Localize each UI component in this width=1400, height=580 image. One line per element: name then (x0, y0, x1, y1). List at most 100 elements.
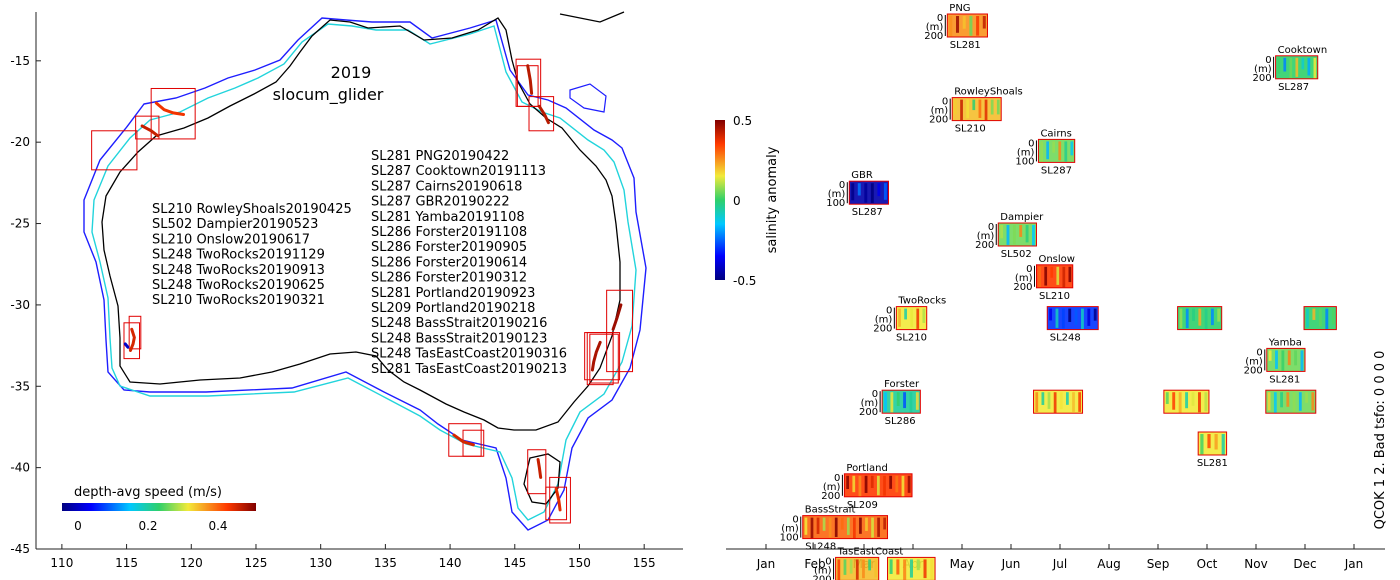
depth-tick-max: 200 (1244, 365, 1263, 376)
section-glider-label: SL210 (1039, 291, 1070, 302)
section-border (1163, 389, 1210, 414)
deployment-entry: SL281 Yamba20191108 (371, 210, 525, 225)
glider-track (123, 342, 130, 349)
section-streak (1217, 308, 1221, 322)
deployment-box (586, 332, 614, 386)
depth-tick-max: 100 (826, 198, 845, 209)
month-tick-label: Aug (1097, 557, 1120, 571)
section-streak (855, 559, 859, 580)
section-site-label: RowleyShoals (954, 87, 1023, 98)
section-streak (895, 475, 899, 493)
section-streak (857, 183, 861, 196)
section-streak (1289, 57, 1293, 78)
section-site-label: Cooktown (1278, 45, 1328, 56)
section-fill (952, 97, 1002, 121)
section-streak (804, 517, 808, 535)
month-tick-label: Jul (1052, 557, 1067, 571)
section-streak (1050, 266, 1054, 278)
depth-tick-max: 200 (873, 324, 892, 335)
qc-label: QCOK 1 2. Bad tsfo: 0 0 0 0 (1373, 351, 1388, 530)
section-streak (868, 559, 871, 571)
section-streak (1300, 350, 1304, 371)
depth-unit-label: (m) (926, 22, 944, 33)
deployment-entry: SL281 TasEastCoast20190213 (371, 362, 567, 377)
map-x-tick-label: 145 (503, 556, 526, 570)
section-border (946, 13, 988, 38)
section-streak (1298, 392, 1302, 411)
section-streak (1055, 308, 1059, 328)
glider-track (554, 487, 562, 512)
section-streak (896, 392, 900, 406)
section-streak (909, 559, 913, 578)
section-streak (1301, 57, 1305, 70)
section-streak (1295, 57, 1299, 77)
depth-tick-top: 0 (834, 473, 840, 484)
section-streak (1061, 308, 1065, 329)
month-tick-label: May (950, 557, 975, 571)
glider-tracks (123, 64, 623, 512)
section-streak (890, 392, 894, 413)
section-streak (846, 475, 850, 489)
section-streak (1207, 434, 1211, 449)
section-streak (1165, 392, 1169, 404)
section-streak (1062, 266, 1066, 288)
section-border (895, 306, 928, 331)
section-border (1046, 306, 1099, 331)
section-streak (1093, 308, 1097, 321)
section-border (1033, 389, 1084, 414)
section-glider-label: SL248 (1050, 333, 1081, 344)
speed-colorbar-label: depth-avg speed (m/s) (74, 485, 222, 500)
section-glider-label: SL502 (1001, 249, 1032, 260)
deployment-box (589, 333, 619, 384)
section-streak (846, 517, 850, 535)
section-panel: 0(m)100 GBR SL287 (826, 170, 889, 218)
section-streak (1059, 392, 1063, 410)
section-border (1275, 55, 1319, 80)
section-site-label: Onslow (1038, 254, 1075, 265)
section-streak (1087, 308, 1091, 326)
deployment-entry: SL248 TwoRocks20190913 (152, 263, 325, 278)
deployment-box (135, 115, 160, 140)
section-panel: 0(m)200 Onslow SL210 (1013, 254, 1075, 302)
section-streak (828, 517, 832, 538)
section-site-label: BassStrait (805, 505, 856, 516)
glider-track (590, 340, 602, 372)
section-streak (883, 517, 887, 530)
section-border (1266, 347, 1306, 372)
section-streak (972, 99, 976, 111)
map-y-ticks: -15 -20 -25 -30 -35 -40 -45 (10, 54, 41, 556)
glider-track (154, 101, 186, 117)
new-guinea-coastline (559, 11, 625, 23)
section-streak (922, 308, 926, 323)
deployment-entry: SL210 Onslow20190617 (152, 232, 310, 247)
section-streak (1307, 57, 1311, 76)
depth-tick-top: 0 (839, 180, 845, 191)
depth-tick-top: 0 (886, 306, 892, 317)
section-streak (822, 517, 826, 531)
salinity-colorbar-bar (715, 120, 725, 280)
salinity-colorbar-tick: 0.5 (733, 114, 752, 128)
section-site-label: TwoRocks (897, 296, 946, 307)
section-glider-label: SL210 (896, 333, 927, 344)
deployment-entry: SL287 Cairns20190618 (371, 179, 522, 194)
map-x-tick-label: 120 (180, 556, 203, 570)
bathymetry-contour-cyan (91, 23, 637, 521)
map-axis-lines (35, 12, 683, 550)
section-fill (1198, 432, 1227, 455)
section-streak (1283, 57, 1287, 72)
depth-unit-label: (m) (1245, 356, 1263, 367)
section-site-label: GBR (851, 170, 873, 181)
section-streak (915, 392, 919, 410)
section-border (1303, 306, 1337, 331)
section-streak (840, 517, 844, 530)
deployment-entry: SL210 TwoRocks20190321 (152, 293, 325, 308)
depth-tick-max: 200 (929, 115, 948, 126)
depth-tick-max: 200 (924, 31, 943, 42)
section-border (1265, 389, 1317, 414)
salinity-section-panels: 0(m)200PNGSL2810(m)200CooktownSL2870(m)2… (780, 3, 1337, 580)
section-streak (870, 475, 874, 488)
section-streak (1172, 392, 1176, 410)
section-panel: SL248 (887, 556, 936, 580)
section-streak (1185, 308, 1189, 329)
depth-tick-max: 200 (821, 491, 840, 502)
